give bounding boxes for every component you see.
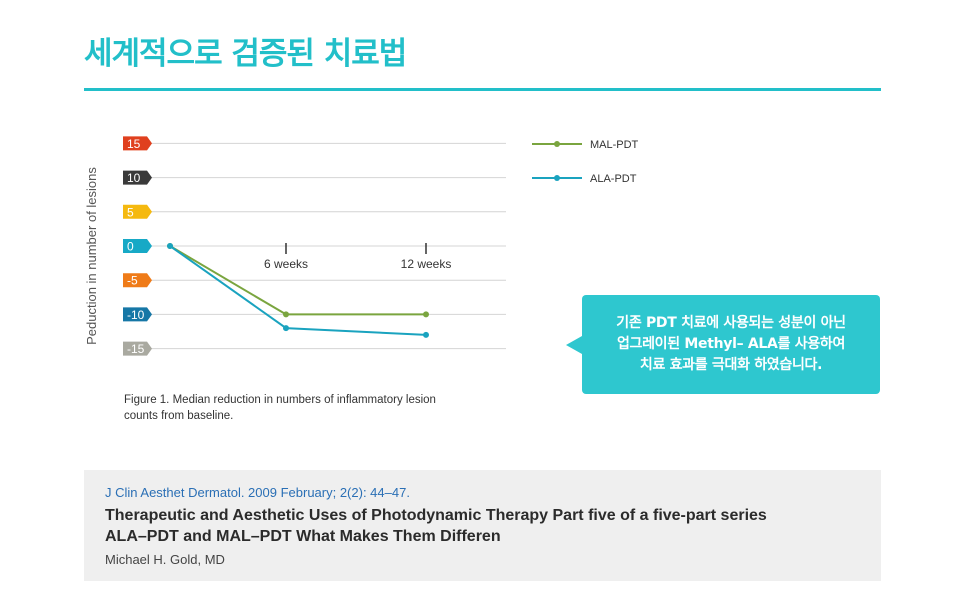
y-tick-label: 10 <box>127 171 141 185</box>
figure-caption: Figure 1. Median reduction in numbers of… <box>124 392 444 424</box>
series-lines <box>167 243 429 338</box>
y-tick-label: 15 <box>127 137 141 151</box>
reference-title-line2: ALA–PDT and MAL–PDT What Makes Them Diff… <box>105 528 501 545</box>
line-chart: Peduction in number of lesions 15 10 5 0 -5 -… <box>84 136 639 356</box>
callout-bubble: 기존 PDT 치료에 사용되는 성분이 아닌 업그레이된 Methyl– ALA… <box>582 295 880 394</box>
callout-text: 기존 PDT 치료에 사용되는 성분이 아닌 업그레이된 Methyl– ALA… <box>616 315 846 373</box>
callout-pointer <box>566 336 582 354</box>
y-tick-labels: 15 10 5 0 -5 -10 -15 <box>123 136 152 356</box>
y-tick-badge <box>123 204 152 219</box>
y-tick-badge <box>123 307 152 322</box>
x-tick-label: 12 weeks <box>401 257 452 271</box>
data-point <box>423 331 429 338</box>
y-tick-badge <box>123 136 152 151</box>
page-title: 세계적으로 검증된 치료법 <box>84 36 407 72</box>
legend-marker <box>554 175 560 181</box>
title-divider <box>84 88 881 91</box>
legend-label: MAL-PDT <box>590 139 639 151</box>
y-tick-badge <box>123 273 152 288</box>
x-tick-labels: 6 weeks 12 weeks <box>264 243 451 271</box>
legend-marker <box>554 141 560 147</box>
data-point <box>423 311 429 318</box>
data-point <box>167 243 173 249</box>
y-axis-label: Peduction in number of lesions <box>84 167 99 345</box>
y-tick-badge <box>123 341 152 356</box>
reference-journal: J Clin Aesthet Dermatol. 2009 February; … <box>105 485 410 500</box>
caption-text: Median reduction in numbers of inflammat… <box>124 394 436 422</box>
x-tick-label: 6 weeks <box>264 257 308 271</box>
caption-label: Figure 1. <box>124 394 170 406</box>
reference-title: Therapeutic and Aesthetic Uses of Photod… <box>105 505 865 547</box>
y-tick-badge <box>123 239 152 253</box>
data-point <box>283 325 289 332</box>
reference-author: Michael H. Gold, MD <box>105 552 225 567</box>
data-point <box>283 311 289 318</box>
y-tick-label: -15 <box>127 342 145 356</box>
y-tick-label: 5 <box>127 205 134 219</box>
legend: MAL-PDT ALA-PDT <box>532 139 639 185</box>
y-tick-label: -5 <box>127 274 138 288</box>
grid-lines <box>150 142 506 350</box>
reference-box: J Clin Aesthet Dermatol. 2009 February; … <box>84 470 881 581</box>
reference-title-line1: Therapeutic and Aesthetic Uses of Photod… <box>105 507 767 524</box>
legend-label: ALA-PDT <box>590 173 637 185</box>
y-tick-label: -10 <box>127 308 145 322</box>
y-tick-badge <box>123 170 152 185</box>
y-tick-label: 0 <box>127 240 134 254</box>
